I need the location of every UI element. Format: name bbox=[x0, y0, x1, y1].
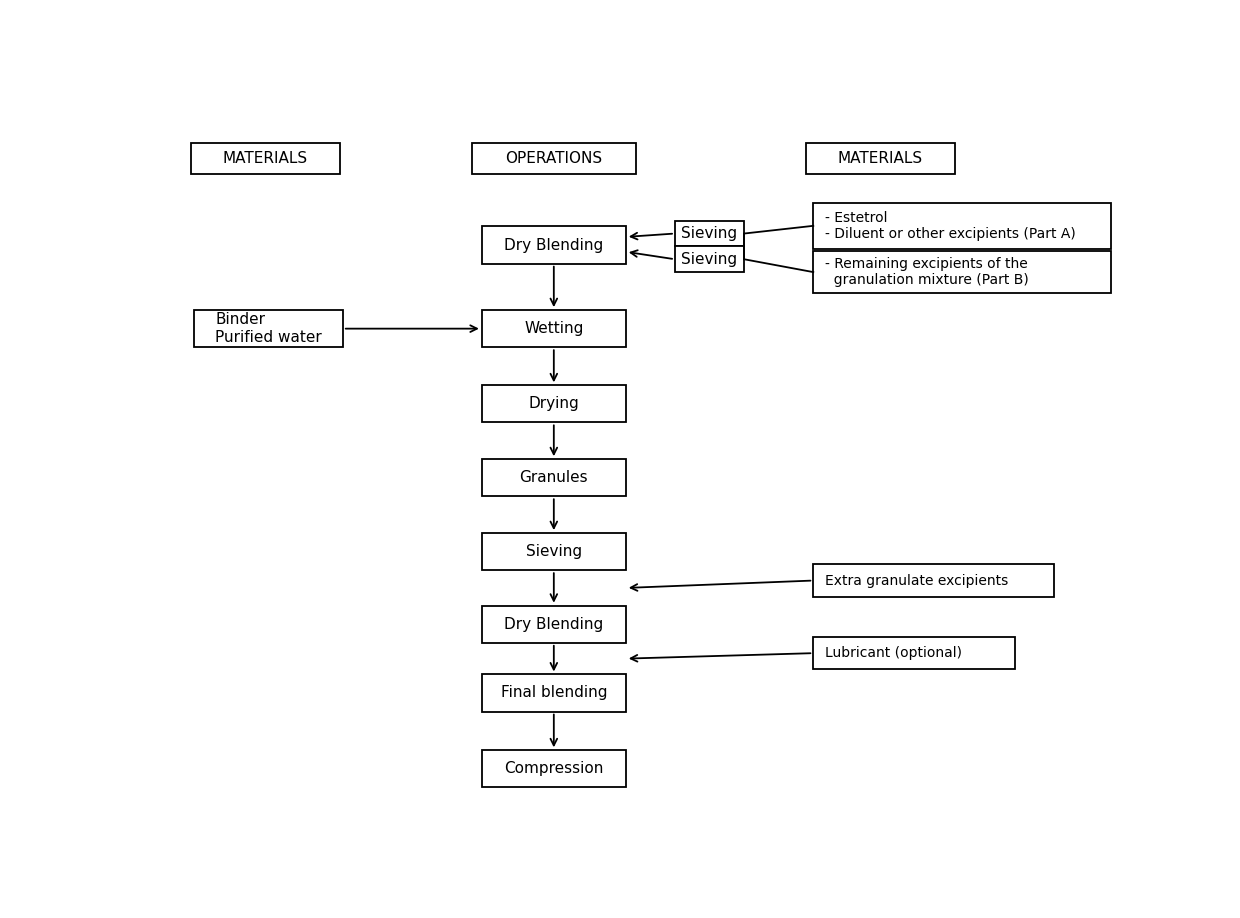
Text: OPERATIONS: OPERATIONS bbox=[505, 151, 603, 166]
Text: Dry Blending: Dry Blending bbox=[505, 238, 604, 252]
Text: Final blending: Final blending bbox=[501, 686, 608, 700]
FancyBboxPatch shape bbox=[481, 675, 626, 711]
Text: MATERIALS: MATERIALS bbox=[838, 151, 923, 166]
Text: Drying: Drying bbox=[528, 397, 579, 411]
FancyBboxPatch shape bbox=[813, 252, 1111, 293]
FancyBboxPatch shape bbox=[472, 143, 635, 174]
FancyBboxPatch shape bbox=[481, 386, 626, 422]
FancyBboxPatch shape bbox=[806, 143, 955, 174]
FancyBboxPatch shape bbox=[675, 220, 744, 246]
Text: - Estetrol
- Diluent or other excipients (Part A): - Estetrol - Diluent or other excipients… bbox=[825, 211, 1075, 241]
Text: Granules: Granules bbox=[520, 470, 588, 486]
FancyBboxPatch shape bbox=[481, 310, 626, 347]
Text: MATERIALS: MATERIALS bbox=[223, 151, 308, 166]
FancyBboxPatch shape bbox=[481, 459, 626, 497]
FancyBboxPatch shape bbox=[481, 227, 626, 263]
FancyBboxPatch shape bbox=[675, 246, 744, 272]
Text: Extra granulate excipients: Extra granulate excipients bbox=[825, 574, 1008, 588]
Text: Lubricant (optional): Lubricant (optional) bbox=[825, 646, 962, 660]
Text: - Remaining excipients of the
  granulation mixture (Part B): - Remaining excipients of the granulatio… bbox=[825, 257, 1028, 287]
Text: Sieving: Sieving bbox=[682, 252, 738, 267]
FancyBboxPatch shape bbox=[813, 565, 1054, 597]
Text: Sieving: Sieving bbox=[526, 544, 582, 559]
FancyBboxPatch shape bbox=[481, 750, 626, 788]
FancyBboxPatch shape bbox=[481, 606, 626, 643]
FancyBboxPatch shape bbox=[193, 310, 343, 347]
Text: Dry Blending: Dry Blending bbox=[505, 617, 604, 632]
Text: Compression: Compression bbox=[505, 761, 604, 777]
Text: Sieving: Sieving bbox=[682, 226, 738, 241]
FancyBboxPatch shape bbox=[813, 203, 1111, 249]
FancyBboxPatch shape bbox=[481, 533, 626, 570]
Text: Wetting: Wetting bbox=[525, 321, 584, 336]
FancyBboxPatch shape bbox=[813, 637, 1016, 669]
FancyBboxPatch shape bbox=[191, 143, 340, 174]
Text: Binder
Purified water: Binder Purified water bbox=[215, 312, 321, 345]
